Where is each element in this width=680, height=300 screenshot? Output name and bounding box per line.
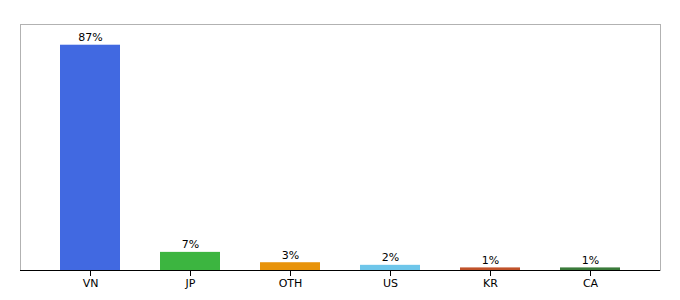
svg-text:CA: CA: [583, 277, 599, 290]
svg-text:1%: 1%: [482, 254, 499, 267]
svg-text:7%: 7%: [182, 238, 199, 251]
svg-text:1%: 1%: [582, 254, 599, 267]
svg-text:US: US: [383, 277, 398, 290]
svg-text:JP: JP: [185, 277, 196, 290]
svg-text:KR: KR: [483, 277, 498, 290]
svg-text:VN: VN: [83, 277, 99, 290]
svg-text:OTH: OTH: [279, 277, 303, 290]
svg-text:87%: 87%: [78, 31, 102, 44]
svg-text:3%: 3%: [282, 249, 299, 262]
svg-text:2%: 2%: [382, 251, 399, 264]
